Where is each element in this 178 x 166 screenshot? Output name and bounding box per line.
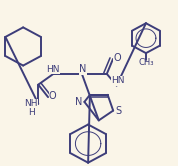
Text: HN: HN [46, 65, 59, 74]
Text: O: O [114, 53, 121, 63]
Text: O: O [49, 91, 56, 101]
Text: NH: NH [24, 99, 38, 108]
Text: N: N [79, 64, 87, 74]
Text: S: S [116, 106, 122, 116]
Text: CH₃: CH₃ [138, 58, 154, 67]
Text: H: H [28, 108, 35, 117]
Text: N: N [75, 97, 83, 107]
Text: HN: HN [112, 76, 125, 85]
